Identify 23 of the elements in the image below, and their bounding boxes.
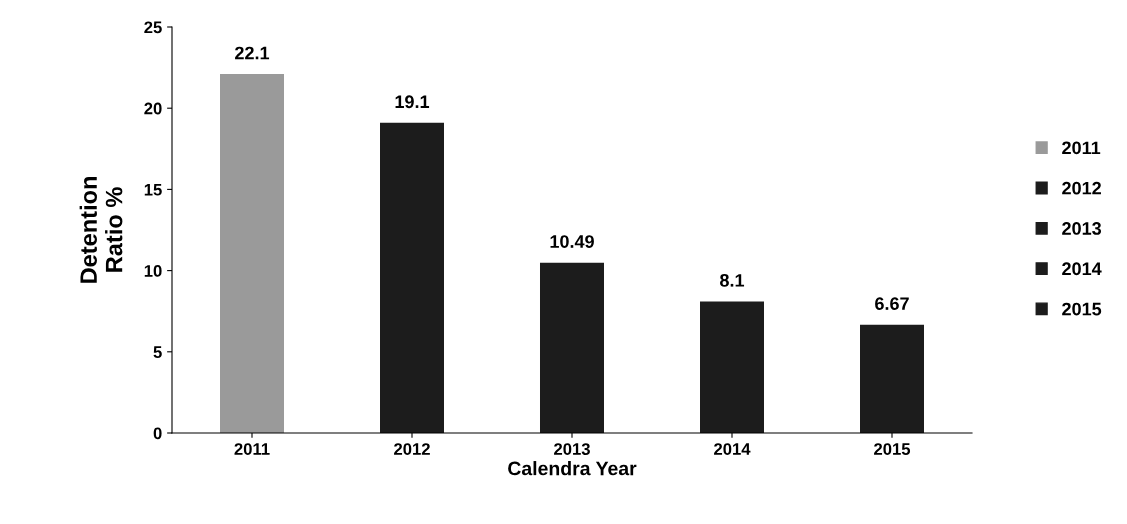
x-tick-label: 2013 (554, 443, 590, 455)
x-tick-label: 2012 (394, 443, 430, 455)
x-axis-title: Calendra Year (508, 461, 637, 476)
data-label: 22.1 (235, 46, 270, 60)
x-tick-label: 2014 (714, 443, 751, 455)
x-tick-label: 2015 (874, 443, 911, 455)
y-tick-label: 20 (144, 102, 162, 115)
legend-label: 2015 (1062, 302, 1102, 316)
y-axis-title: Detention Ratio % (79, 177, 123, 283)
data-label: 8.1 (720, 273, 745, 287)
y-tick-label: 15 (144, 183, 162, 196)
y-tick-label: 25 (144, 21, 162, 34)
data-label: 6.67 (875, 297, 909, 310)
legend-label: 2011 (1062, 141, 1101, 155)
y-tick-label: 10 (144, 265, 162, 277)
legend-label: 2014 (1062, 262, 1102, 276)
data-label: 10.49 (550, 235, 594, 248)
x-tick-label: 2011 (234, 443, 270, 455)
legend-label: 2013 (1062, 222, 1102, 235)
y-tick-label: 5 (153, 346, 162, 358)
y-tick-label: 0 (153, 427, 162, 440)
legend-label: 2012 (1062, 181, 1101, 195)
data-label: 19.1 (395, 95, 430, 109)
